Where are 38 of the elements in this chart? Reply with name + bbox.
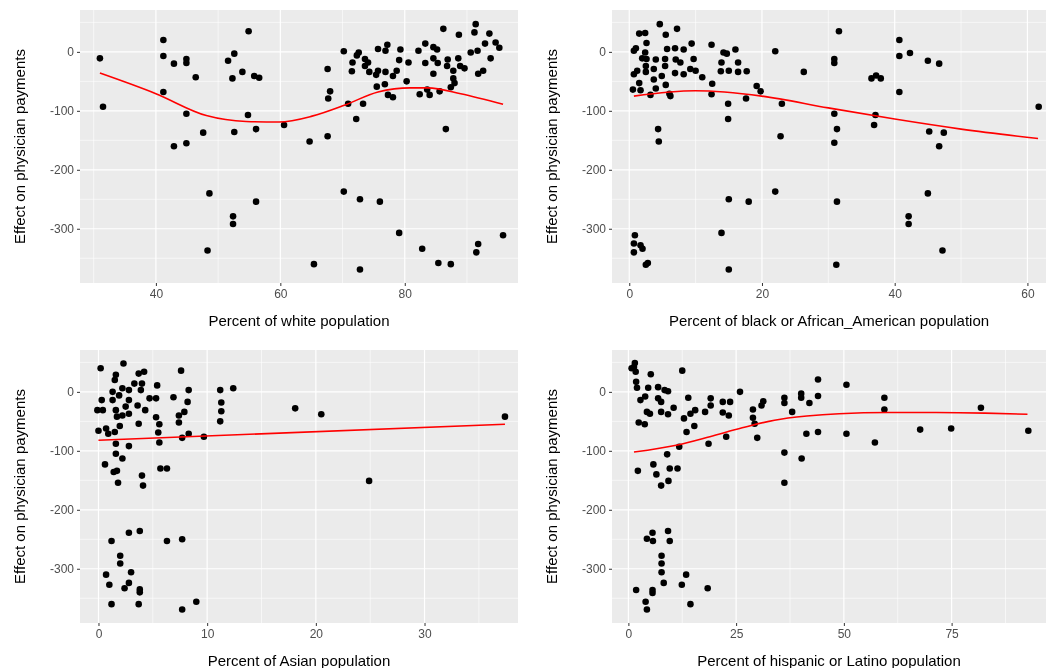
y-axis-title: Effect on physician payments <box>543 389 560 584</box>
x-tick-label: 20 <box>755 286 770 301</box>
y-tick-label: 0 <box>599 385 607 400</box>
y-tick-label: -100 <box>49 444 75 459</box>
x-tick-label: 30 <box>418 626 433 641</box>
y-tick-label: -300 <box>49 562 75 577</box>
x-axis-title: Percent of white population <box>208 312 390 329</box>
y-tick-label: -300 <box>581 222 607 237</box>
x-tick-label: 40 <box>888 286 903 301</box>
y-tick-label: -200 <box>581 503 607 518</box>
x-tick-label: 40 <box>149 286 164 301</box>
x-tick-label: 0 <box>95 626 103 641</box>
x-tick-label: 60 <box>1021 286 1035 301</box>
x-tick-label: 20 <box>309 626 324 641</box>
y-axis-title: Effect on physician payments <box>543 49 560 244</box>
y-tick-label: -200 <box>49 163 75 178</box>
line-series <box>633 89 1039 140</box>
y-tick-label: -100 <box>581 104 607 119</box>
y-tick-label: -300 <box>581 562 607 577</box>
y-tick-label: 0 <box>599 45 607 60</box>
y-tick-label: -100 <box>581 444 607 459</box>
x-tick-label: 80 <box>398 286 413 301</box>
y-tick-label: -300 <box>49 222 75 237</box>
x-tick-label: 0 <box>626 286 634 301</box>
x-tick-label: 60 <box>274 286 288 301</box>
x-tick-label: 10 <box>200 626 215 641</box>
y-tick-label: 0 <box>67 45 75 60</box>
y-tick-label: -200 <box>581 163 607 178</box>
y-axis-title: Effect on physician payments <box>11 389 28 584</box>
y-axis-title: Effect on physician payments <box>11 49 28 244</box>
y-tick-label: -100 <box>49 104 75 119</box>
y-tick-label: 0 <box>67 385 75 400</box>
x-tick-label: 50 <box>837 626 852 641</box>
x-axis-title: Percent of black or African_American population <box>668 312 990 329</box>
y-tick-label: -200 <box>49 503 75 518</box>
x-tick-label: 0 <box>625 626 633 641</box>
x-tick-label: 25 <box>729 626 744 641</box>
x-tick-label: 75 <box>945 626 960 641</box>
